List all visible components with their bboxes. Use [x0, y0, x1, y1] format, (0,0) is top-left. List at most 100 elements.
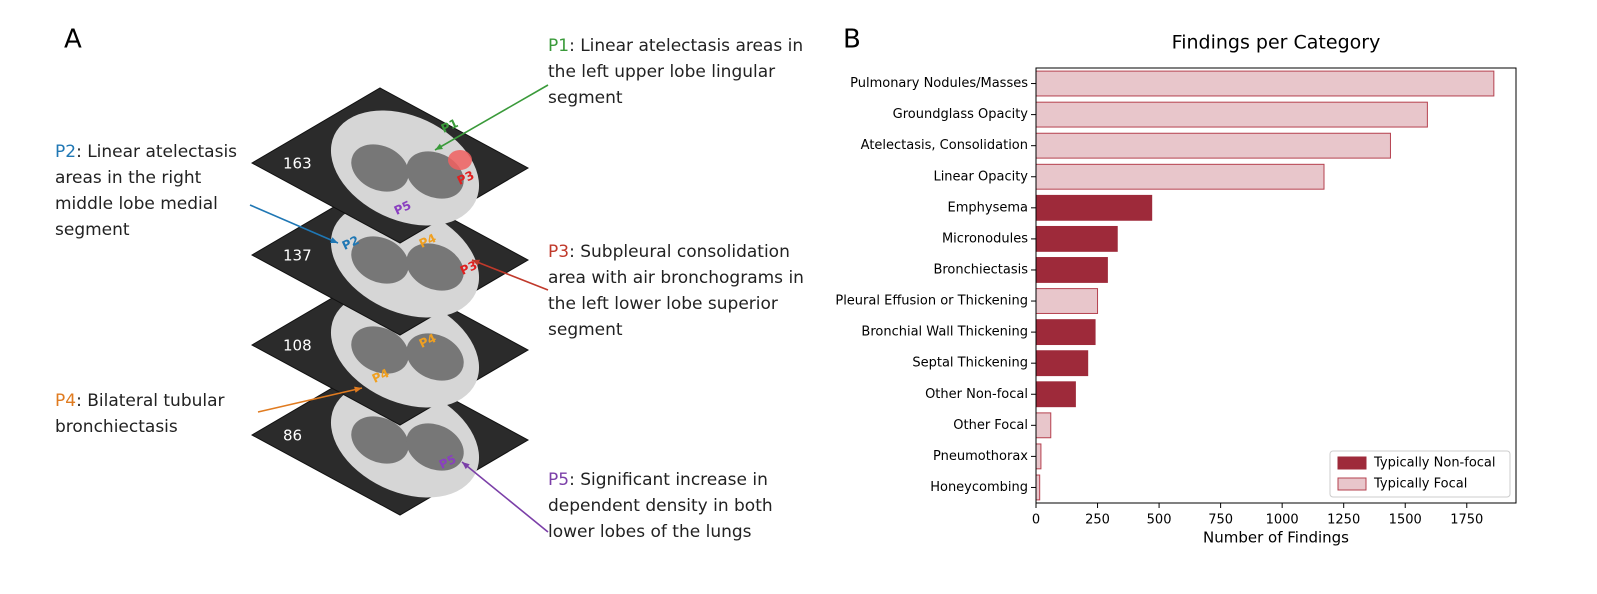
y-tick-label: Pleural Effusion or Thickening: [835, 294, 1028, 309]
bar: [1035, 474, 1041, 501]
y-tick-label: Other Non-focal: [925, 387, 1028, 402]
annotation-text: middle lobe medial: [55, 194, 218, 214]
slice-number: 163: [283, 155, 312, 173]
annotation-label: P4: [55, 391, 77, 411]
legend-label: Typically Focal: [1373, 477, 1467, 492]
arrow-head: [330, 237, 338, 243]
lung: [351, 416, 409, 464]
legend-box: [1329, 450, 1511, 498]
annotation-text: : Linear atelectasis areas in: [569, 36, 804, 56]
annotation-text: : Significant increase in: [569, 470, 768, 490]
bar: [1035, 132, 1391, 159]
y-tick-label: Atelectasis, Consolidation: [861, 138, 1028, 153]
annotation-line: lower lobes of the lungs: [548, 519, 773, 545]
arrow: [249, 204, 339, 244]
annotation-line: P5: Significant increase in: [548, 467, 773, 493]
annotation-text: lower lobes of the lungs: [548, 522, 752, 542]
annotation-text: : Subpleural consolidation: [569, 242, 790, 262]
y-tick-label: Groundglass Opacity: [893, 107, 1029, 122]
annotation-line: dependent density in both: [548, 493, 773, 519]
lung: [406, 243, 464, 291]
image-label: P5: [437, 452, 458, 472]
annotation-text: : Linear atelectasis: [76, 142, 238, 162]
arrow-head: [354, 386, 362, 393]
y-tick-label: Linear Opacity: [933, 169, 1028, 184]
y-tick-label: Bronchiectasis: [933, 262, 1028, 277]
arrow-head: [435, 143, 443, 150]
x-tick-label: 750: [1208, 513, 1233, 528]
y-tick-label: Septal Thickening: [912, 356, 1028, 371]
annotation-text: bronchiectasis: [55, 417, 178, 437]
image-label: P4: [417, 231, 438, 251]
bar: [1035, 225, 1118, 252]
annotation: P5: Significant increase in dependent den…: [548, 467, 773, 545]
arrow: [461, 461, 549, 533]
annotation: P2: Linear atelectasis areas in the right…: [55, 139, 237, 243]
annotation-line: segment: [55, 217, 237, 243]
arrow: [434, 84, 549, 151]
y-tick-label: Micronodules: [942, 231, 1028, 246]
chart-title: Findings per Category: [1172, 32, 1381, 54]
annotation-line: bronchiectasis: [55, 414, 225, 440]
image-label: P4: [417, 331, 438, 351]
bar: [1035, 194, 1153, 221]
annotation: P4: Bilateral tubular bronchiectasis: [55, 388, 225, 440]
arrow-head: [462, 462, 470, 470]
annotation-text: segment: [548, 88, 623, 108]
bar: [1035, 288, 1099, 314]
annotation-line: area with air bronchograms in: [548, 265, 804, 291]
annotation-text: areas in the right: [55, 168, 202, 188]
annotation-text: area with air bronchograms in: [548, 268, 804, 288]
y-tick-label: Honeycombing: [930, 480, 1028, 495]
plot-frame: [1035, 67, 1517, 504]
bar: [1035, 163, 1325, 190]
annotation-line: areas in the right: [55, 165, 237, 191]
legend-swatch: [1337, 456, 1367, 470]
annotation-label: P1: [548, 36, 570, 56]
panel-letter: B: [843, 25, 861, 55]
bar: [1035, 381, 1076, 408]
lesion: [448, 150, 472, 170]
annotation-text: : Bilateral tubular: [76, 391, 225, 411]
annotation-text: segment: [55, 220, 130, 240]
y-tick-label: Pulmonary Nodules/Masses: [850, 76, 1028, 91]
annotation-label: P2: [55, 142, 77, 162]
slice-number: 86: [283, 427, 302, 445]
annotation-line: P1: Linear atelectasis areas in: [548, 33, 803, 59]
annotation: P3: Subpleural consolidation area with ai…: [548, 239, 804, 343]
lung: [351, 236, 409, 284]
annotation-text: the left upper lobe lingular: [548, 62, 776, 82]
x-tick-label: 250: [1085, 513, 1110, 528]
image-label: P1: [439, 116, 460, 136]
annotation-text: dependent density in both: [548, 496, 773, 516]
arrow: [257, 387, 363, 413]
x-axis-label: Number of Findings: [1203, 529, 1349, 547]
lung: [351, 144, 409, 192]
annotation-line: P4: Bilateral tubular: [55, 388, 225, 414]
annotation-line: the left upper lobe lingular: [548, 59, 803, 85]
y-tick-label: Bronchial Wall Thickening: [861, 325, 1028, 340]
bar: [1035, 257, 1108, 283]
annotation-line: segment: [548, 317, 804, 343]
y-tick-label: Emphysema: [948, 200, 1028, 215]
slice-number: 108: [283, 337, 312, 355]
image-label: P3: [458, 258, 479, 278]
slice-number: 137: [283, 247, 312, 265]
arrow-head: [472, 259, 480, 266]
arrow: [471, 259, 549, 291]
annotation-line: the left lower lobe superior: [548, 291, 804, 317]
x-tick-label: 1250: [1327, 513, 1360, 528]
bar: [1035, 101, 1428, 128]
lung: [406, 423, 464, 471]
image-label: P4: [370, 366, 391, 386]
annotation-line: P2: Linear atelectasis: [55, 139, 237, 165]
x-tick-label: 1750: [1450, 513, 1483, 528]
legend-label: Typically Non-focal: [1373, 456, 1496, 471]
annotation: P1: Linear atelectasis areas in the left …: [548, 33, 803, 111]
x-tick-label: 1000: [1266, 513, 1299, 528]
panel-letter: A: [64, 25, 82, 55]
annotation-line: segment: [548, 85, 803, 111]
image-label: P3: [455, 168, 476, 188]
